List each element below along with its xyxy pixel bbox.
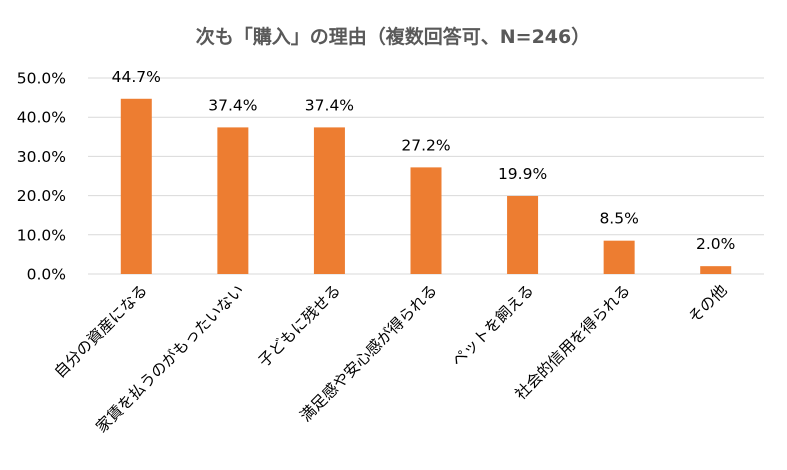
x-tick-label: 子どもに残せる <box>255 281 344 370</box>
bar <box>700 266 732 274</box>
chart-title: 次も「購入」の理由（複数回答可、N=246） <box>196 25 590 48</box>
y-tick-label: 20.0% <box>17 187 66 205</box>
y-tick-label: 10.0% <box>17 226 66 244</box>
bar <box>120 98 152 274</box>
data-label: 37.4% <box>305 96 354 114</box>
data-label: 19.9% <box>498 165 547 183</box>
data-label: 8.5% <box>599 210 638 228</box>
bar <box>507 195 539 274</box>
data-label: 27.2% <box>401 136 450 154</box>
data-label: 2.0% <box>696 235 735 253</box>
x-tick-label: ペットを飼える <box>448 281 537 370</box>
y-tick-label: 30.0% <box>17 148 66 166</box>
x-tick-label: 自分の資産になる <box>51 281 151 381</box>
bar <box>217 127 249 274</box>
bar <box>603 240 635 274</box>
data-label: 44.7% <box>112 68 161 86</box>
bar <box>410 167 442 274</box>
y-tick-label: 50.0% <box>17 70 66 88</box>
bar <box>313 127 345 274</box>
y-tick-label: 40.0% <box>17 109 66 127</box>
y-axis-ticks: 0.0% 10.0% 20.0% 30.0% 40.0% 50.0% <box>17 70 66 284</box>
x-tick-label: その他 <box>685 281 731 327</box>
data-label: 37.4% <box>208 96 257 114</box>
y-tick-label: 0.0% <box>27 266 66 284</box>
bars <box>120 98 732 274</box>
data-labels: 44.7% 37.4% 37.4% 27.2% 19.9% 8.5% 2.0% <box>112 68 736 253</box>
